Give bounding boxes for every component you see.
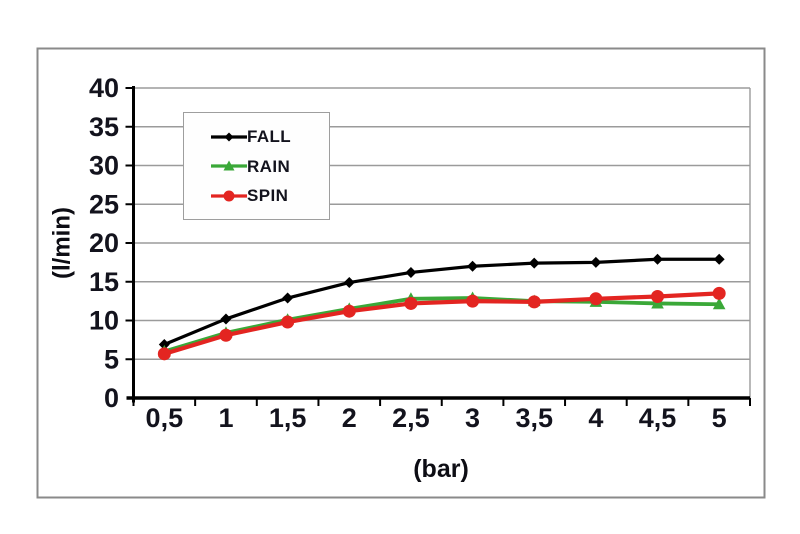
series-spin-marker-8: [651, 289, 665, 303]
series-fall-marker-3: [343, 277, 355, 289]
legend: FALL RAIN SPIN: [183, 112, 330, 220]
x-tick-label-8: 4,5: [639, 403, 677, 433]
y-tick-label-15: 15: [89, 267, 119, 297]
series-spin-marker-3: [342, 304, 356, 318]
series-fall-marker-1: [220, 313, 232, 325]
y-tick-label-0: 0: [104, 383, 119, 413]
x-tick-label-7: 4: [588, 403, 603, 433]
series-spin-marker-9: [712, 286, 726, 300]
series-fall-line: [162, 257, 721, 347]
x-axis-title: (bar): [413, 455, 469, 483]
series-spin-marker-6: [527, 295, 541, 309]
legend-diamond-icon: [211, 132, 247, 141]
legend-item-rain: RAIN: [211, 157, 329, 175]
series-spin-line: [162, 291, 722, 356]
x-tick-label-4: 2,5: [392, 403, 430, 433]
y-tick-label-40: 40: [89, 73, 119, 103]
x-tick-label-9: 5: [712, 403, 727, 433]
series-spin-marker-1: [219, 328, 233, 342]
series-rain-line: [162, 296, 722, 354]
series-rain-marker-9: [712, 297, 726, 310]
series-fall-marker-5: [467, 260, 479, 272]
legend-triangle-icon: [211, 160, 247, 171]
series-fall-marker-6: [528, 257, 540, 269]
x-tick-label-3: 2: [342, 403, 357, 433]
legend-label: RAIN: [247, 156, 291, 176]
y-tick-label-35: 35: [89, 112, 119, 142]
series-fall-marker-4: [405, 266, 417, 278]
legend-circle-icon: [211, 190, 247, 201]
series-fall-marker-8: [652, 253, 664, 265]
series-spin-marker-2: [281, 315, 295, 329]
y-axis-title: (l/min): [49, 207, 76, 279]
series-fall-marker-2: [282, 292, 294, 304]
y-tick-label-20: 20: [89, 228, 119, 258]
legend-label: SPIN: [247, 186, 289, 205]
series-spin-marker-0: [157, 347, 171, 361]
x-tick-label-5: 3: [465, 403, 480, 433]
x-tick-label-6: 3,5: [515, 403, 553, 433]
series-fall-marker-9: [713, 253, 725, 265]
legend-item-spin: SPIN: [211, 187, 329, 205]
series-spin-marker-5: [466, 294, 480, 308]
y-tick-label-10: 10: [89, 306, 119, 336]
x-tick-label-2: 1,5: [269, 403, 307, 433]
series-spin-marker-7: [589, 292, 603, 306]
series-fall-marker-0: [158, 339, 170, 351]
y-tick-label-5: 5: [104, 344, 119, 374]
y-tick-label-25: 25: [89, 189, 119, 219]
series-spin-marker-4: [404, 296, 418, 310]
x-tick-label-0: 0,5: [146, 403, 184, 433]
legend-item-fall: FALL: [211, 128, 329, 146]
series-fall-marker-7: [590, 256, 602, 268]
y-tick-label-30: 30: [89, 151, 119, 181]
x-tick-label-1: 1: [218, 403, 233, 433]
legend-label: FALL: [247, 127, 292, 146]
